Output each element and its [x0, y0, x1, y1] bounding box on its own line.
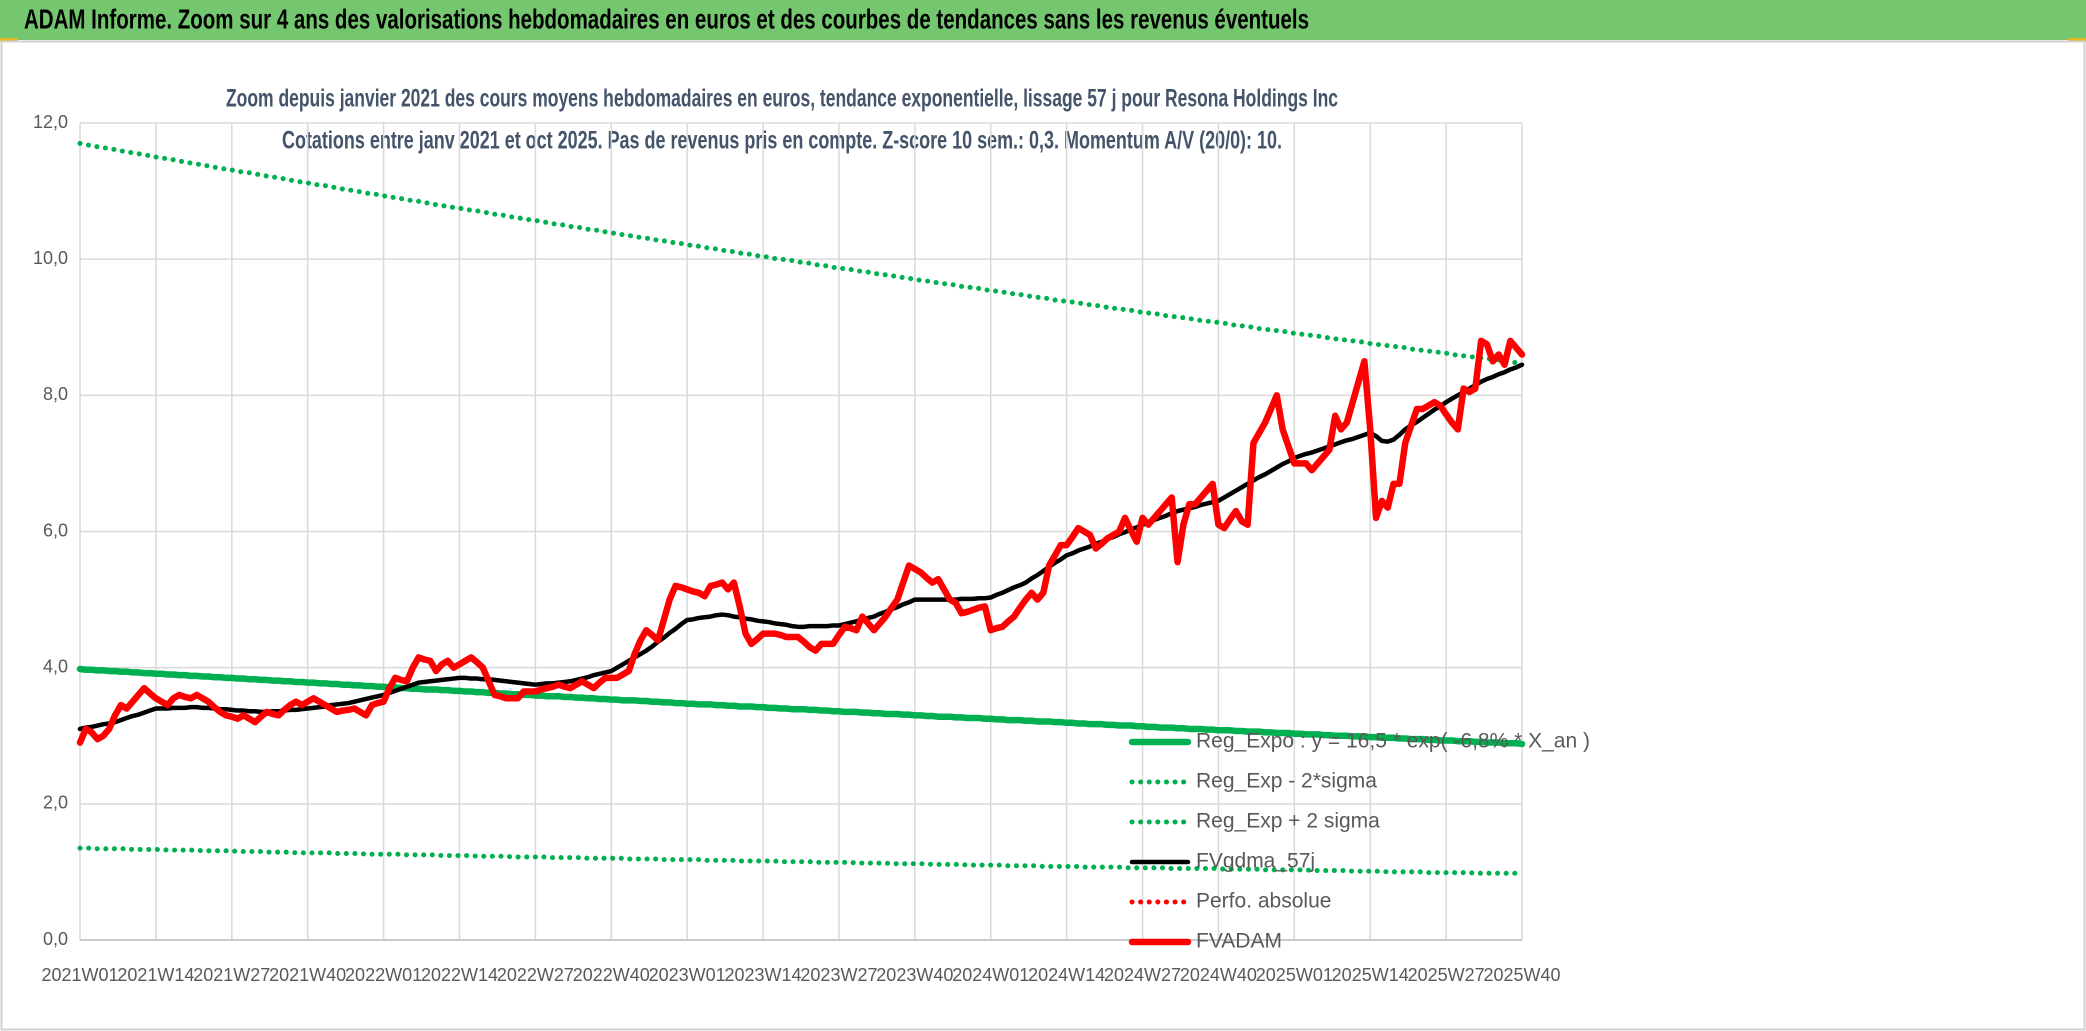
series-line	[77, 845, 1525, 876]
y-tick-label: 8,0	[43, 384, 68, 404]
y-tick-label: 4,0	[43, 656, 68, 676]
y-tick-label: 12,0	[33, 112, 68, 132]
legend-label: Reg_Exp + 2 sigma	[1196, 810, 1380, 833]
chart-subtitle: Cotations entre janv 2021 et oct 2025. P…	[282, 127, 1282, 155]
x-tick-label: 2024W14	[1028, 965, 1105, 985]
x-tick-label: 2022W14	[421, 965, 498, 985]
header-title: ADAM Informe. Zoom sur 4 ans des valoris…	[24, 3, 1309, 34]
x-tick-label: 2025W40	[1483, 965, 1560, 985]
x-tick-label: 2025W14	[1332, 965, 1409, 985]
series-line	[77, 362, 1525, 732]
plot-lines	[76, 140, 1526, 876]
corner-accent	[0, 38, 18, 42]
series-line	[76, 665, 1526, 748]
x-tick-label: 2022W40	[573, 965, 650, 985]
chart-title: Zoom depuis janvier 2021 des cours moyen…	[226, 85, 1338, 113]
corner-accent	[2068, 38, 2086, 42]
x-tick-label: 2025W27	[1408, 965, 1485, 985]
x-tick-label: 2021W01	[41, 965, 118, 985]
x-tick-label: 2023W40	[876, 965, 953, 985]
chart-frame	[0, 40, 2086, 1031]
x-tick-label: 2021W27	[193, 965, 270, 985]
legend-label: FVgdma_57j	[1196, 850, 1315, 873]
x-tick-label: 2024W01	[952, 965, 1029, 985]
x-tick-label: 2023W01	[649, 965, 726, 985]
x-tick-label: 2022W27	[497, 965, 574, 985]
x-tick-label: 2023W14	[725, 965, 802, 985]
legend: Reg_Expo : y = 16,5 * exp( -6,8% * X_an …	[1128, 730, 1590, 953]
legend-label: Perfo. absolue	[1196, 890, 1331, 913]
legend-label: FVADAM	[1196, 930, 1282, 953]
x-tick-label: 2021W14	[117, 965, 194, 985]
y-tick-label: 2,0	[43, 793, 68, 813]
y-tick-label: 6,0	[43, 520, 68, 540]
x-tick-label: 2022W01	[345, 965, 422, 985]
x-tick-label: 2023W27	[800, 965, 877, 985]
series-line	[77, 140, 1525, 366]
y-tick-label: 0,0	[43, 929, 68, 949]
x-tick-label: 2024W27	[1104, 965, 1181, 985]
x-tick-label: 2025W01	[1256, 965, 1333, 985]
series-line	[76, 337, 1526, 746]
header-band	[0, 0, 2086, 40]
x-tick-label: 2021W40	[269, 965, 346, 985]
legend-label: Reg_Expo : y = 16,5 * exp( -6,8% * X_an …	[1196, 730, 1590, 753]
grid: 0,02,04,06,08,010,012,02021W012021W14202…	[33, 112, 1561, 985]
y-tick-label: 10,0	[33, 248, 68, 268]
x-tick-label: 2024W40	[1180, 965, 1257, 985]
legend-label: Reg_Exp - 2*sigma	[1196, 770, 1377, 793]
